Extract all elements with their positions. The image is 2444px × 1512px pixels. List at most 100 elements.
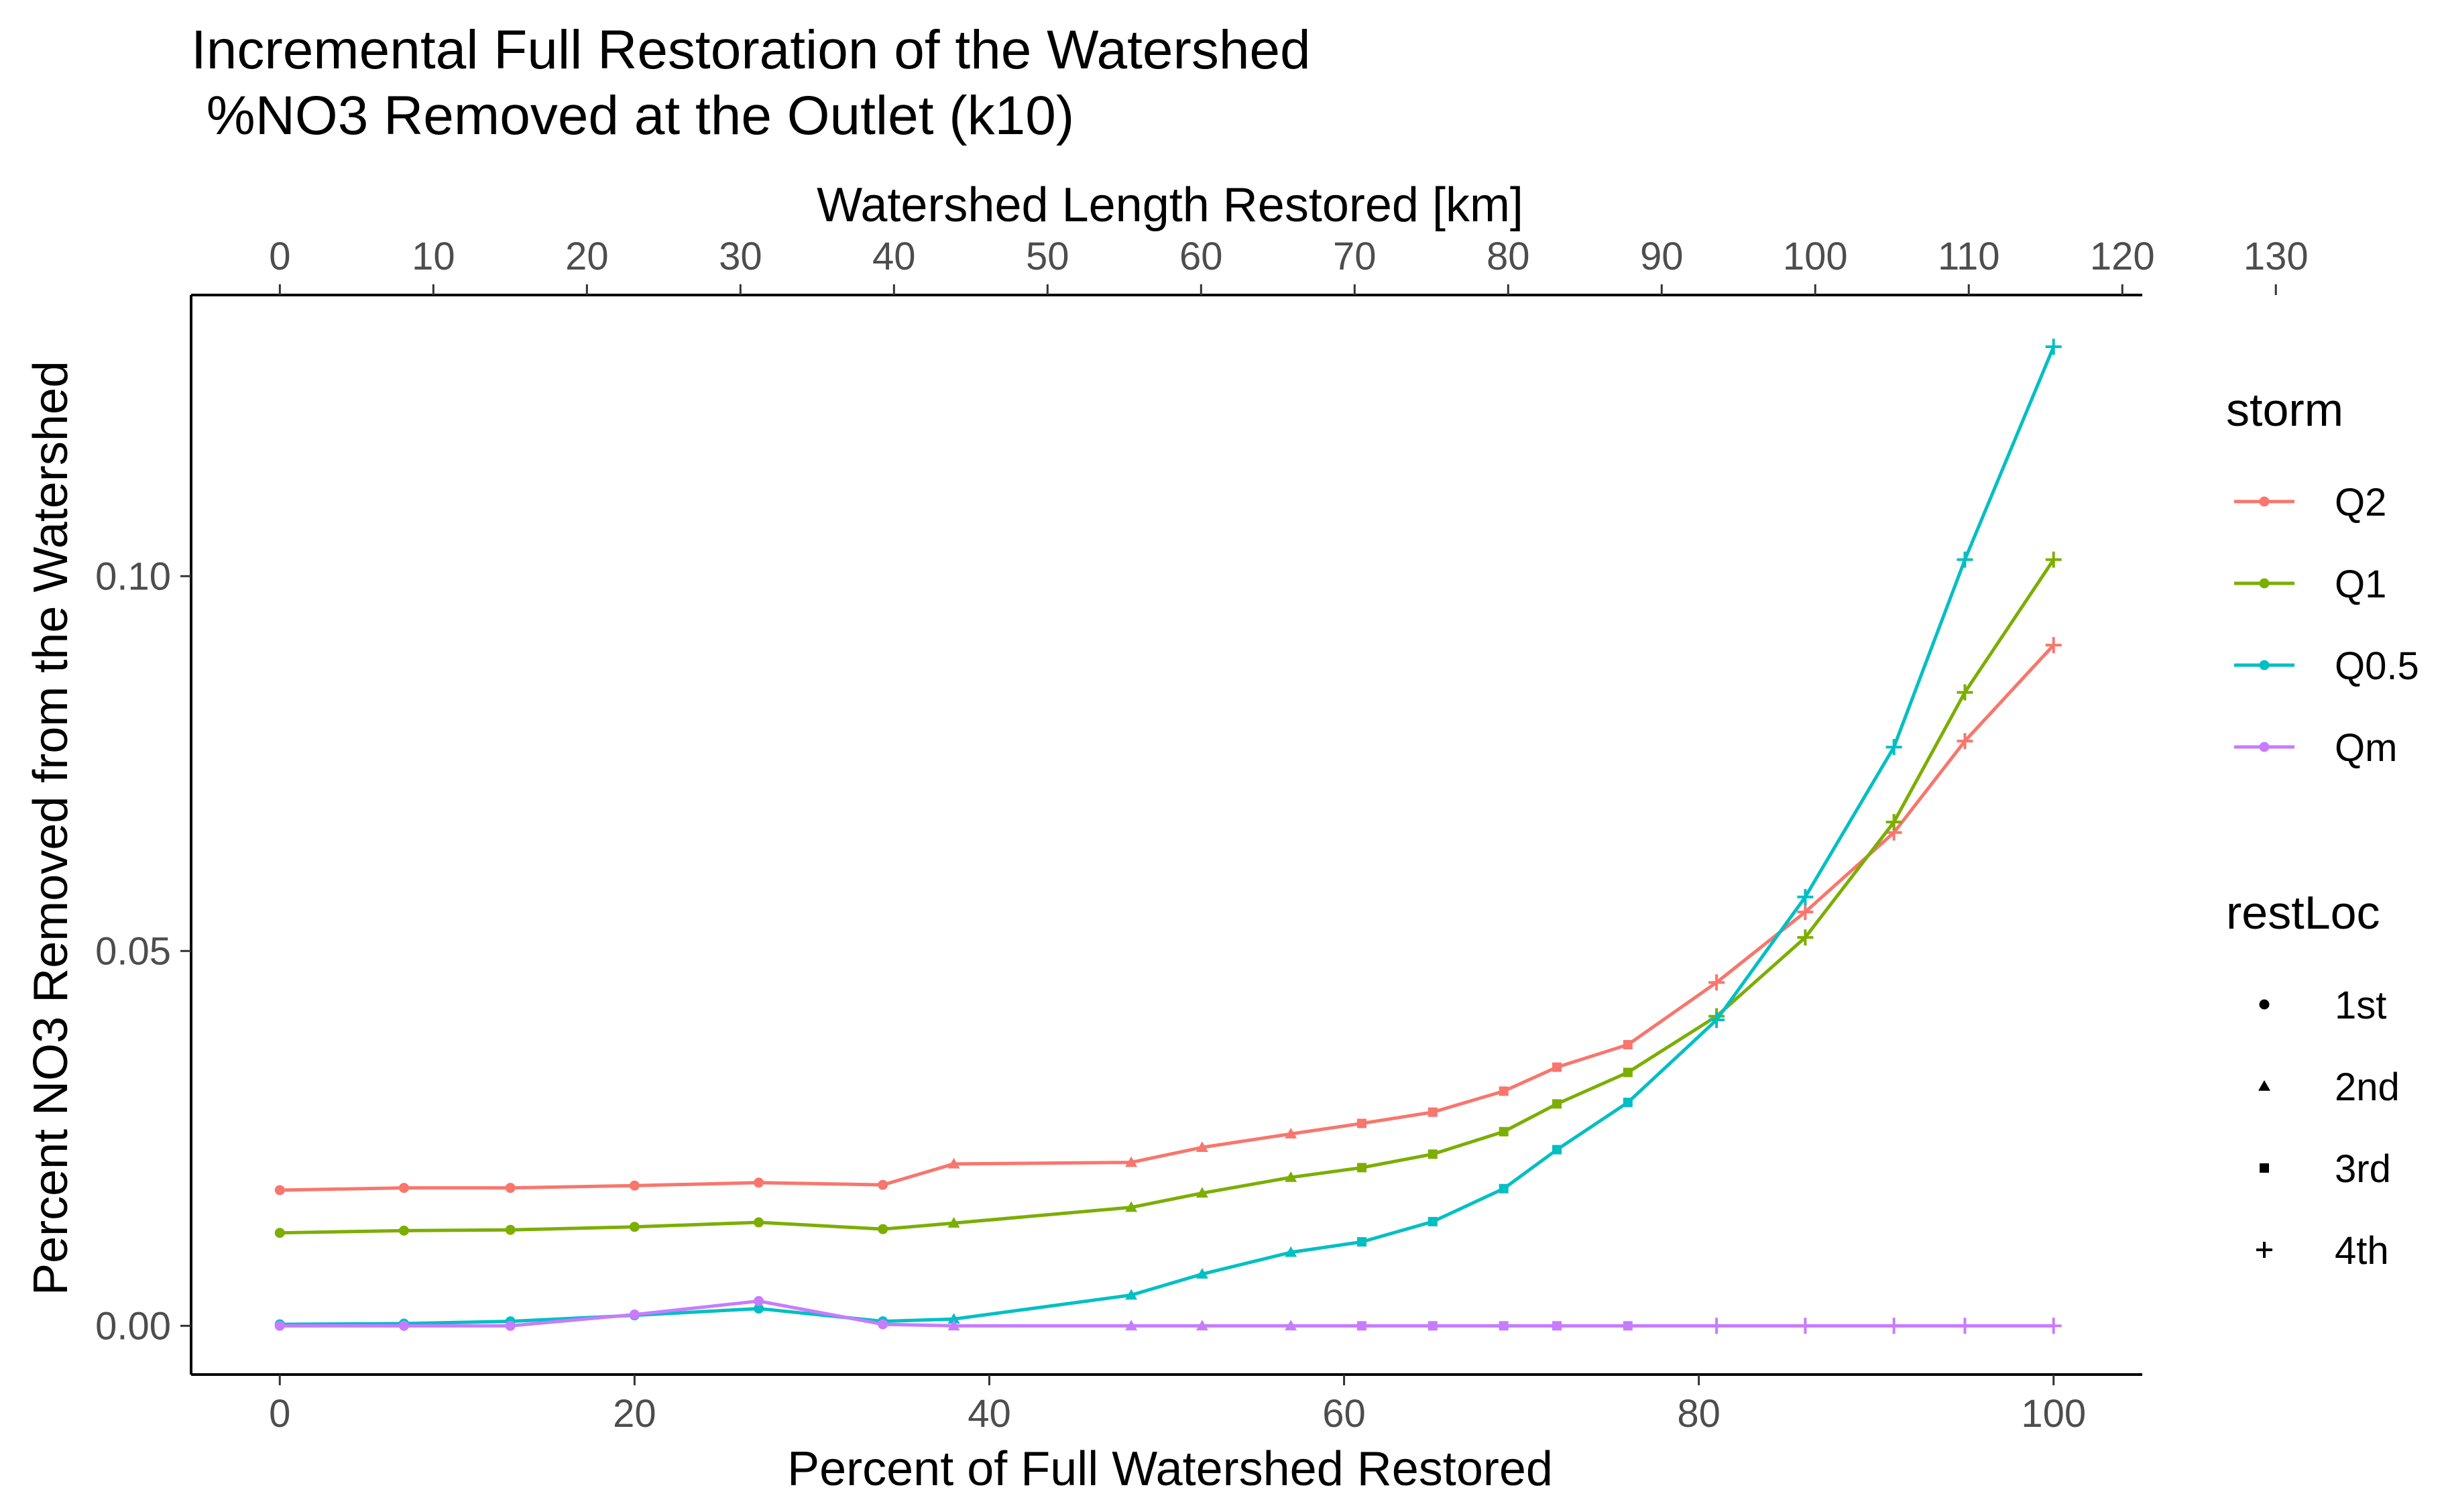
point-q1 [1196,1187,1208,1198]
point-q0-5 [1552,1145,1562,1155]
legend-shape-1st [2259,999,2270,1010]
legend-shape-2nd [2258,1080,2270,1091]
legend-label-2nd: 2nd [2335,1065,2400,1109]
point-qm [1957,1318,1973,1334]
point-q1 [1428,1149,1438,1159]
point-q2 [1797,904,1814,921]
legend-label-qm: Qm [2335,726,2397,770]
legend-label-4th: 4th [2335,1229,2389,1273]
legend-key-point-q2 [2259,496,2270,507]
top-axis-title: Watershed Length Restored [km] [817,178,1523,232]
point-q2 [629,1180,640,1191]
top-tick-label: 70 [1333,235,1377,278]
point-q1 [1552,1099,1562,1109]
series-q1 [274,551,2062,1238]
point-q2 [1708,974,1725,991]
x-tick-label: 100 [2021,1392,2086,1436]
legend-label-q2: Q2 [2335,481,2386,524]
point-q2 [878,1179,888,1190]
point-qm [754,1295,764,1306]
point-q1 [505,1224,516,1235]
point-q0-5 [1125,1289,1138,1300]
y-tick-label: 0.10 [95,555,171,598]
legend-label-1st: 1st [2335,984,2386,1027]
point-qm [274,1320,285,1331]
point-qm [1125,1320,1138,1331]
point-q2 [1125,1156,1138,1167]
legend-shape-3rd [2260,1163,2269,1173]
series-q2 [274,637,2062,1196]
legend-restloc-title: restLoc [2226,886,2380,939]
point-q2 [398,1183,409,1194]
point-q2 [1428,1107,1438,1117]
axes: 0 20 40 60 80 100 0 10 20 30 40 50 60 70 80 90 100 110 120… [95,235,2309,1436]
point-q1 [2045,551,2062,568]
y-tick-label: 0.00 [95,1304,171,1348]
top-tick-label: 110 [1938,235,1999,278]
point-q0-5 [754,1303,764,1314]
point-q2 [1196,1141,1208,1152]
point-q0-5 [1708,1012,1725,1029]
point-qm [1797,1318,1814,1334]
point-qm [1499,1321,1509,1331]
point-q1 [1285,1171,1297,1182]
point-qm [1357,1321,1366,1331]
y-tick-label: 0.05 [95,929,171,973]
x-axis-title: Percent of Full Watershed Restored [787,1442,1553,1496]
top-tick-label: 40 [872,235,916,278]
point-qm [1552,1321,1562,1331]
point-q0-5 [1285,1246,1297,1257]
point-qm [1428,1321,1438,1331]
point-q2 [754,1177,764,1188]
top-tick-label: 10 [412,235,455,278]
top-tick-label: 60 [1179,235,1223,278]
point-qm [1285,1320,1297,1331]
point-q1 [398,1225,409,1236]
point-q2 [1552,1062,1562,1072]
legend-key-point-q1 [2259,578,2270,589]
point-qm [629,1310,640,1320]
point-qm [505,1320,516,1331]
legend-label-3rd: 3rd [2335,1147,2391,1191]
x-tick-label: 80 [1677,1392,1721,1436]
legend-label-q1: Q1 [2335,563,2386,606]
point-q0-5 [1499,1183,1509,1194]
point-q0-5 [1428,1216,1438,1226]
legend-shape-4th [2256,1242,2272,1258]
point-qm [947,1320,960,1331]
point-q2 [1957,733,1973,750]
point-q1 [1885,813,1902,830]
point-q1 [1957,684,1973,701]
legend: storm restLoc Q2 Q1 Q0.5 Qm 1st 2nd 3rd 4th [2226,384,2419,1273]
series-q0-5 [274,339,2062,1330]
series-line-q1 [278,558,2056,1235]
point-q1 [629,1222,640,1232]
point-q0-5 [1797,888,1814,905]
point-qm [1196,1320,1208,1331]
series-line-qm [278,1299,2056,1328]
top-tick-label: 90 [1640,235,1684,278]
point-q0-5 [1357,1237,1366,1247]
point-q2 [1285,1128,1297,1139]
top-tick-label: 130 [2244,235,2309,278]
top-tick-label: 120 [2090,235,2155,278]
point-q2 [505,1183,516,1194]
point-qm [1623,1321,1633,1331]
legend-label-q0-5: Q0.5 [2335,644,2419,688]
point-q1 [754,1217,764,1228]
x-tick-label: 60 [1322,1392,1366,1436]
point-q1 [274,1228,285,1238]
top-tick-label: 100 [1783,235,1848,278]
series [274,339,2062,1334]
point-qm [1885,1318,1902,1334]
chart-title: Incremental Full Restoration of the Wate… [191,19,1311,80]
legend-key-point-qm [2259,742,2270,752]
point-q0-5 [1885,739,1902,756]
x-tick-label: 40 [968,1392,1011,1436]
x-tick-label: 20 [613,1392,656,1436]
point-q1 [1357,1163,1366,1173]
series-line-q2 [278,643,2056,1192]
x-tick-label: 0 [269,1392,290,1436]
top-tick-label: 20 [565,235,609,278]
